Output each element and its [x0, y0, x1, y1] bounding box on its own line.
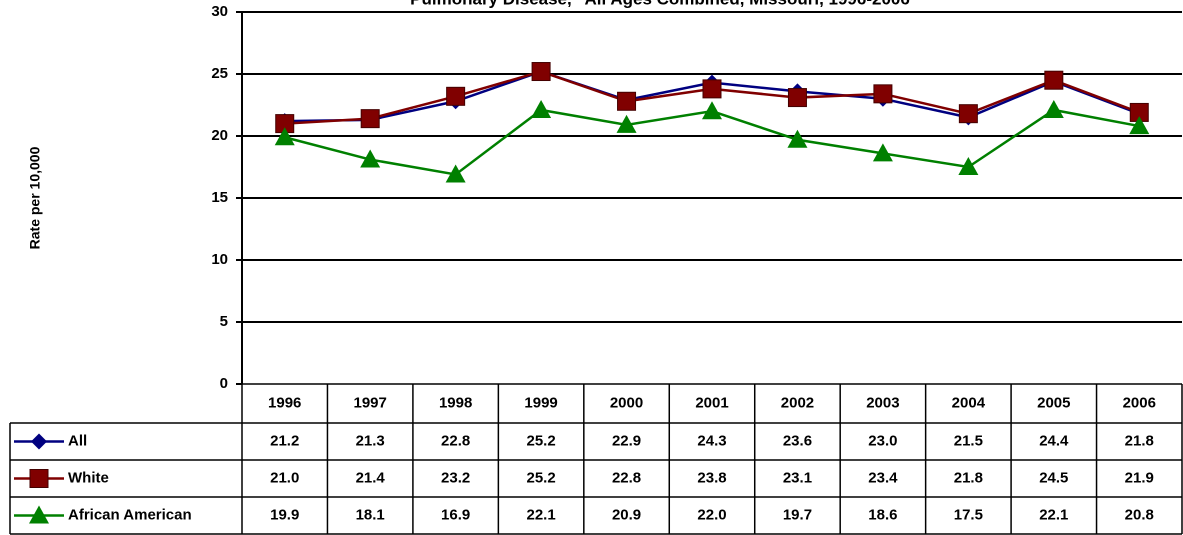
x-tick-label: 2002	[781, 394, 814, 411]
table-cell: 21.3	[356, 432, 385, 449]
marker	[446, 86, 466, 106]
table-cell: 22.1	[1039, 506, 1068, 523]
x-tick-label: 2001	[695, 394, 728, 411]
table-cell: 23.8	[697, 469, 726, 486]
x-tick-label: 2004	[952, 394, 986, 411]
table-cell: 16.9	[441, 506, 470, 523]
table-cell: 21.8	[1125, 432, 1154, 449]
marker	[872, 143, 893, 162]
table-cell: 23.2	[441, 469, 470, 486]
marker	[617, 91, 637, 111]
table-cell: 18.6	[868, 506, 897, 523]
marker	[531, 99, 552, 118]
table-cell: 23.4	[868, 469, 898, 486]
table-cell: 25.2	[526, 469, 555, 486]
chart-title: Pulmonary Disease, "All Ages Combined, M…	[410, 0, 910, 8]
x-tick-label: 2005	[1037, 394, 1070, 411]
legend-label: All	[68, 432, 87, 449]
table-cell: 22.9	[612, 432, 641, 449]
legend-marker	[29, 505, 49, 524]
table-cell: 22.8	[612, 469, 641, 486]
y-tick-label: 10	[211, 251, 228, 268]
y-tick-label: 30	[211, 3, 228, 20]
marker	[274, 127, 295, 146]
table-cell: 21.4	[356, 469, 386, 486]
x-tick-label: 1996	[268, 394, 301, 411]
series-line	[284, 108, 1140, 176]
table-cell: 24.4	[1039, 432, 1069, 449]
x-tick-label: 2003	[866, 394, 899, 411]
marker	[702, 79, 722, 99]
legend-label: White	[68, 469, 109, 486]
marker	[787, 129, 808, 148]
table-cell: 23.0	[868, 432, 897, 449]
marker	[360, 109, 380, 129]
x-tick-label: 2006	[1123, 394, 1156, 411]
table-cell: 24.3	[697, 432, 726, 449]
marker	[531, 62, 551, 82]
marker	[873, 84, 893, 104]
x-tick-label: 1997	[353, 394, 386, 411]
table-cell: 21.2	[270, 432, 299, 449]
table-cell: 20.8	[1125, 506, 1154, 523]
table-cell: 21.8	[954, 469, 983, 486]
marker	[445, 164, 466, 183]
y-tick-label: 20	[211, 127, 228, 144]
x-tick-label: 2000	[610, 394, 643, 411]
table-cell: 23.6	[783, 432, 812, 449]
legend-label: African American	[68, 506, 192, 523]
table-cell: 24.5	[1039, 469, 1068, 486]
table-cell: 21.0	[270, 469, 299, 486]
table-cell: 21.9	[1125, 469, 1154, 486]
y-tick-label: 0	[220, 375, 228, 392]
table-cell: 22.1	[526, 506, 555, 523]
marker	[1129, 116, 1150, 135]
marker	[958, 104, 978, 124]
table-cell: 19.7	[783, 506, 812, 523]
x-tick-label: 1998	[439, 394, 472, 411]
marker	[787, 88, 807, 108]
table-cell: 22.0	[697, 506, 726, 523]
table-cell: 20.9	[612, 506, 641, 523]
y-tick-label: 25	[211, 65, 228, 82]
marker	[616, 114, 637, 133]
table-cell: 19.9	[270, 506, 299, 523]
legend-marker	[31, 433, 47, 450]
table-cell: 18.1	[356, 506, 385, 523]
marker	[1043, 99, 1064, 118]
x-tick-label: 1999	[524, 394, 557, 411]
table-cell: 21.5	[954, 432, 983, 449]
legend-marker	[29, 469, 49, 488]
table-cell: 22.8	[441, 432, 470, 449]
marker	[958, 157, 979, 175]
y-tick-label: 5	[220, 313, 228, 330]
marker	[702, 101, 722, 120]
y-axis-label: Rate per 10,000	[27, 146, 43, 249]
table-cell: 23.1	[783, 469, 812, 486]
table-cell: 17.5	[954, 506, 983, 523]
table-cell: 25.2	[526, 432, 555, 449]
marker	[360, 149, 381, 168]
marker	[1044, 70, 1064, 90]
y-tick-label: 15	[211, 189, 228, 206]
